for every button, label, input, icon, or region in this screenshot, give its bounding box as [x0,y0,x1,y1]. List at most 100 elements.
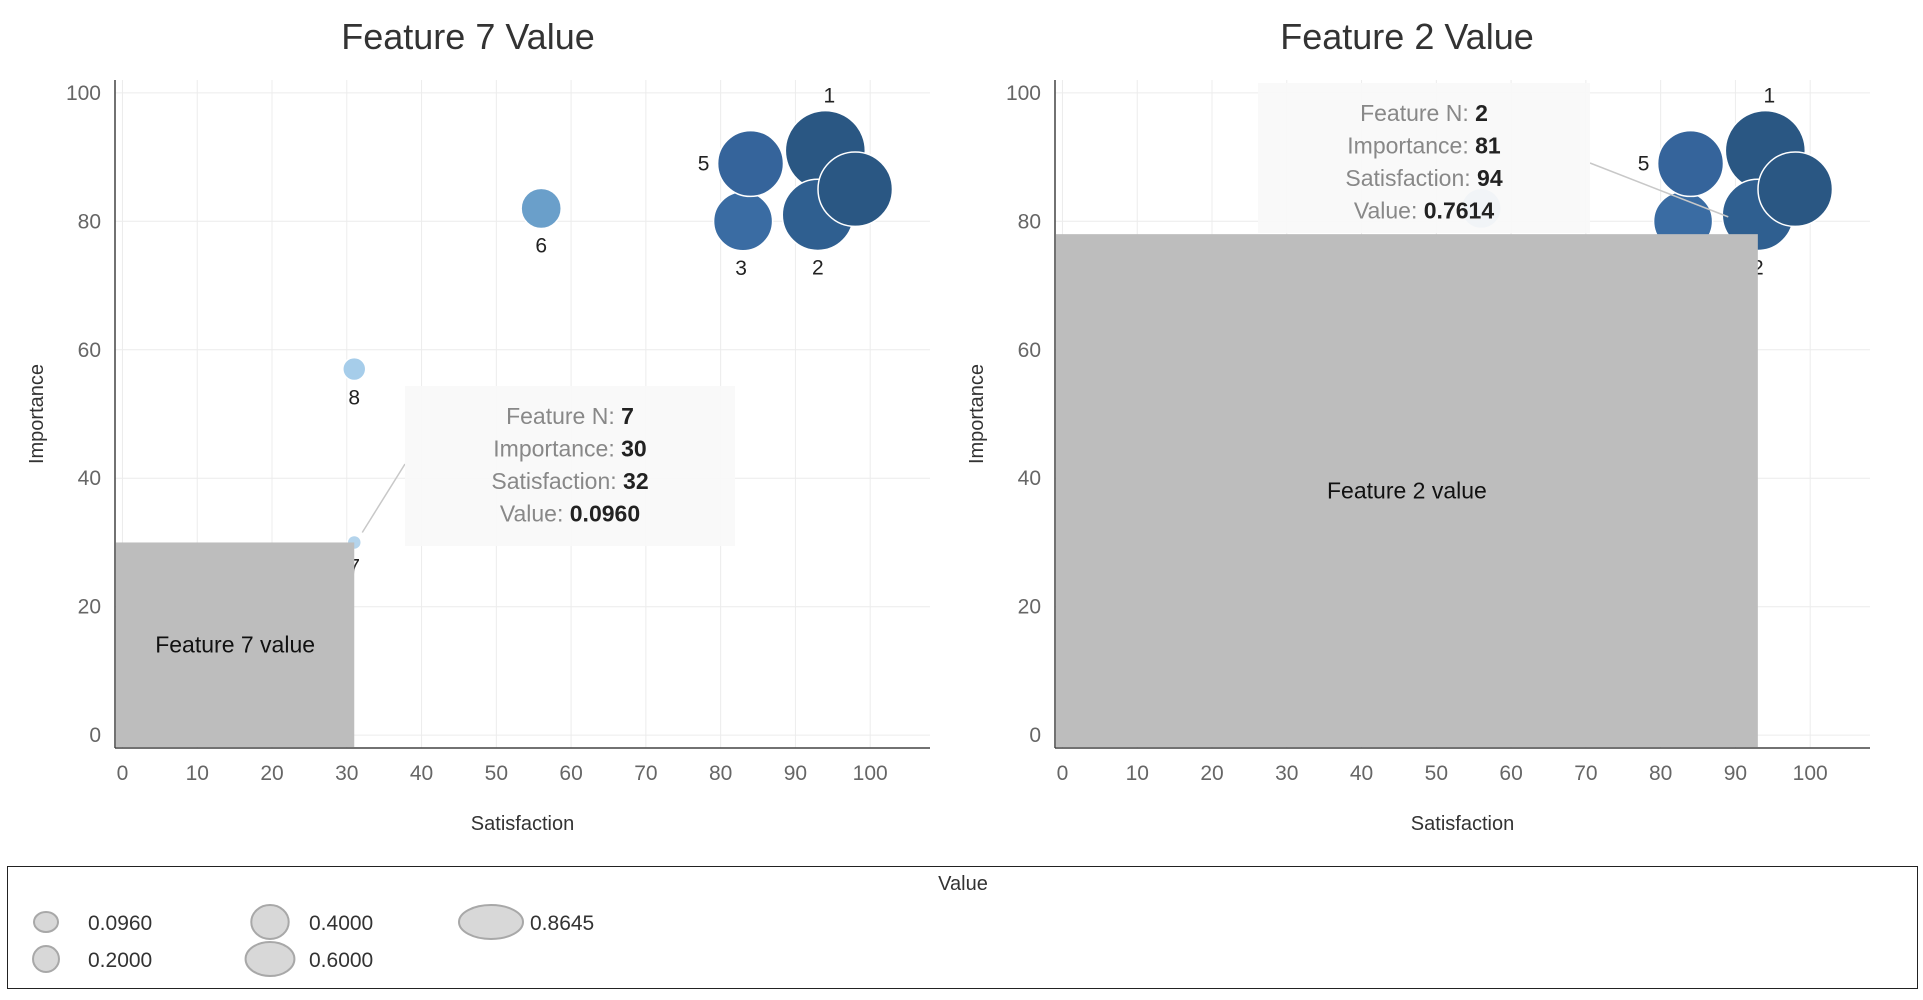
tooltip-row-value: 0.7614 [1424,198,1495,224]
chart-panel-1: Feature 7 Value 0 10 20 30 40 50 60 70 80 90 100 0 20… [26,16,930,835]
point-label: 3 [735,257,747,280]
y-tick-label: 80 [1018,210,1041,233]
legend-item-label: 0.4000 [309,912,373,935]
chart-title: Feature 7 Value [341,16,595,57]
x-tick-label: 10 [186,762,209,785]
legend-size-swatch [244,941,296,977]
legend-size-swatch [33,911,59,933]
point-label: 8 [348,387,360,410]
tooltip-row: Feature N: 7 [506,403,634,429]
x-axis-title: Satisfaction [1411,813,1514,835]
y-tick-label: 60 [1018,339,1041,362]
y-tick-label: 100 [1006,82,1041,105]
x-tick-label: 40 [1350,762,1373,785]
legend-size-swatch [458,904,524,940]
tooltip-row-value: 30 [621,436,647,462]
x-tick-label: 80 [709,762,732,785]
y-tick-label: 0 [89,724,101,747]
x-tick-label: 70 [1574,762,1597,785]
x-tick-label: 30 [1275,762,1298,785]
x-tick-label: 20 [260,762,283,785]
x-tick-label: 100 [1793,762,1828,785]
x-tick-label: 90 [1724,762,1747,785]
tooltip-row-value: 7 [621,403,634,429]
x-tick-label: 80 [1649,762,1672,785]
legend-canvas: Value 0.0960 0.2000 0.4000 0.6000 0.8645 [32,873,988,977]
highlight-region-label: Feature 7 value [155,632,315,658]
x-tick-label: 70 [634,762,657,785]
point-label: 5 [698,153,710,176]
tooltip-connector [1589,162,1729,218]
data-point-5 [716,129,785,198]
tooltip-row: Feature N: 2 [1360,100,1488,126]
y-tick-label: 20 [78,596,101,619]
tooltip-row-label: Feature N: [1360,100,1475,126]
y-tick-label: 40 [1018,467,1041,490]
point-label: 6 [535,235,547,258]
highlight-region [116,542,355,747]
legend-item-label: 0.6000 [309,949,373,972]
y-tick-label: 60 [78,339,101,362]
y-tick-label: 20 [1018,596,1041,619]
x-tick-label: 100 [853,762,888,785]
point-label: 1 [823,85,835,108]
value-legend: Value 0.0960 0.2000 0.4000 0.6000 0.8645 [7,866,1918,989]
legend-size-swatch [32,945,60,973]
x-tick-label: 60 [559,762,582,785]
legend-item-label: 0.0960 [88,912,152,935]
x-tick-label: 0 [1057,762,1069,785]
y-axis-title: Importance [26,364,48,464]
tooltip-row: Value: 0.0960 [500,501,640,527]
legend-item-label: 0.8645 [530,912,594,935]
highlight-region [1056,234,1758,748]
data-point-4 [817,151,894,228]
tooltip-row-value: 32 [623,468,649,494]
x-tick-label: 10 [1126,762,1149,785]
x-tick-label: 40 [410,762,433,785]
legend-item-label: 0.2000 [88,949,152,972]
y-axis-title: Importance [966,364,988,464]
x-tick-label: 0 [117,762,129,785]
data-point-5 [1656,129,1725,198]
tooltip-row-label: Value: [1354,198,1424,224]
highlight-region-label: Feature 2 value [1327,478,1487,504]
data-point-8 [342,356,367,382]
chart-title: Feature 2 Value [1280,16,1534,57]
tooltip-row-label: Satisfaction: [1345,165,1477,191]
tooltip-row-value: 2 [1475,100,1488,126]
y-tick-label: 0 [1029,724,1041,747]
tooltip-row-label: Importance: [493,436,621,462]
tooltip-row: Importance: 81 [1347,133,1501,159]
x-tick-label: 50 [1425,762,1448,785]
legend-size-swatch [250,904,290,940]
tooltip-row-label: Satisfaction: [491,468,623,494]
tooltip-row-label: Feature N: [506,403,621,429]
tooltip-row-value: 81 [1475,133,1501,159]
x-axis-title: Satisfaction [471,813,574,835]
x-tick-label: 50 [485,762,508,785]
tooltip-row-value: 94 [1477,165,1503,191]
y-tick-label: 40 [78,467,101,490]
data-point-6 [520,187,562,230]
tooltip-box [1258,83,1590,233]
y-tick-label: 80 [78,210,101,233]
point-label: 1 [1763,85,1775,108]
x-tick-label: 30 [335,762,358,785]
data-point-4 [1757,151,1834,228]
data-point-3 [712,191,774,252]
x-tick-label: 60 [1499,762,1522,785]
point-label: 5 [1638,153,1650,176]
y-tick-label: 100 [66,82,101,105]
tooltip-connector [361,463,406,533]
tooltip-row: Satisfaction: 94 [1345,165,1502,191]
legend-title: Value [938,873,988,895]
tooltip-row-value: 0.0960 [570,501,640,527]
x-tick-label: 90 [784,762,807,785]
tooltip-row: Value: 0.7614 [1354,198,1494,224]
tooltip-row-label: Value: [500,501,570,527]
x-tick-label: 20 [1200,762,1223,785]
tooltip-box [405,386,735,546]
tooltip-row: Importance: 30 [493,436,646,462]
